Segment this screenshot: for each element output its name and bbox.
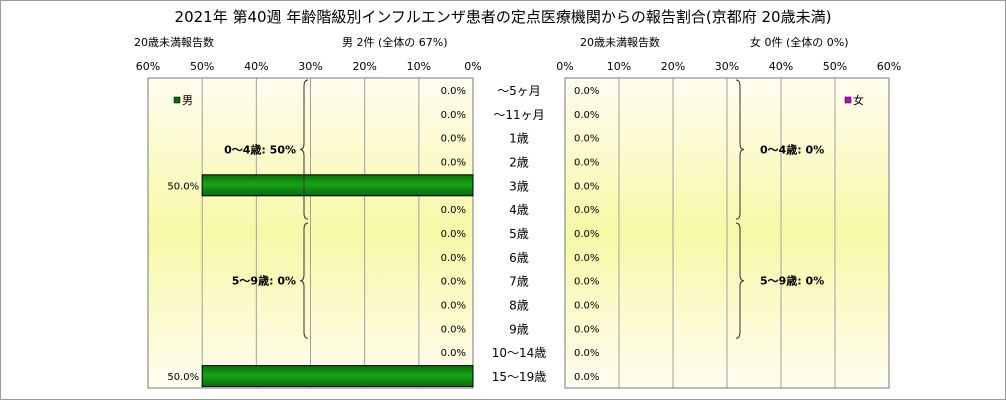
- male-subtitle: 男 2件 (全体の 67%): [342, 35, 448, 49]
- female-x-tick-label: 0%: [556, 60, 573, 73]
- female-data-label: 0.0%: [574, 324, 599, 335]
- female-age-group-label: 5〜9歳: 0%: [760, 274, 824, 288]
- female-legend-label: 女: [853, 93, 864, 107]
- female-age-group-bracket: [735, 79, 745, 220]
- female-x-tick-label: 60%: [877, 60, 901, 73]
- male-age-group-bracket: [299, 79, 309, 220]
- age-category-label: 5歳: [509, 227, 529, 241]
- age-category-label: 〜11ヶ月: [493, 108, 544, 122]
- female-data-label: 0.0%: [574, 301, 599, 312]
- female-age-group-bracket: [735, 222, 745, 339]
- male-data-label: 0.0%: [441, 277, 466, 288]
- female-x-tick-label: 10%: [607, 60, 631, 73]
- age-category-label: 1歳: [509, 132, 529, 146]
- male-data-label: 0.0%: [441, 253, 466, 264]
- male-data-label: 0.0%: [441, 205, 466, 216]
- female-age-group-label: 0〜4歳: 0%: [760, 143, 824, 157]
- female-data-label: 0.0%: [574, 253, 599, 264]
- male-legend-label: 男: [182, 94, 193, 107]
- male-age-group-bracket: [299, 222, 309, 339]
- age-category-label: 8歳: [509, 299, 529, 313]
- male-x-tick-label: 20%: [352, 60, 376, 73]
- female-legend-marker: [844, 96, 852, 104]
- age-category-label: 2歳: [509, 155, 529, 169]
- male-legend-marker: [173, 96, 181, 104]
- male-plot-border: [147, 77, 474, 389]
- male-x-tick-label: 50%: [190, 60, 214, 73]
- male-data-label: 0.0%: [441, 157, 466, 168]
- female-data-label: 0.0%: [574, 181, 599, 192]
- age-category-label: 7歳: [509, 275, 529, 289]
- female-subtitle: 女 0件 (全体の 0%): [750, 35, 849, 49]
- male-x-tick-label: 60%: [136, 60, 160, 73]
- male-data-label: 0.0%: [441, 229, 466, 240]
- female-data-label: 0.0%: [574, 110, 599, 121]
- age-category-label: 3歳: [509, 179, 529, 193]
- female-data-label: 0.0%: [574, 277, 599, 288]
- male-x-tick-label: 10%: [407, 60, 431, 73]
- male-bar: [201, 174, 474, 197]
- female-count-label: 20歳未満報告数: [580, 36, 660, 49]
- age-category-label: 4歳: [509, 203, 529, 217]
- age-category-label: 6歳: [509, 251, 529, 265]
- male-data-label: 0.0%: [441, 86, 466, 97]
- male-x-tick-label: 0%: [464, 60, 481, 73]
- male-bar: [201, 365, 474, 388]
- female-data-label: 0.0%: [574, 134, 599, 145]
- age-category-label: 15〜19歳: [492, 370, 547, 384]
- male-data-label: 0.0%: [441, 324, 466, 335]
- male-data-label: 50.0%: [167, 372, 199, 383]
- male-data-label: 0.0%: [441, 348, 466, 359]
- age-category-label: 〜5ヶ月: [497, 84, 541, 98]
- female-data-label: 0.0%: [574, 229, 599, 240]
- female-data-label: 0.0%: [574, 205, 599, 216]
- chart-marks: 60% 50% 40% 30% 20% 10% 0% 0.0% 0.0% 0.0% 0.0% 50.0…: [136, 60, 901, 389]
- age-category-label: 10〜14歳: [492, 346, 547, 360]
- male-age-group-label: 0〜4歳: 50%: [224, 143, 296, 157]
- female-data-label: 0.0%: [574, 86, 599, 97]
- male-count-label: 20歳未満報告数: [134, 36, 214, 49]
- female-data-label: 0.0%: [574, 372, 599, 383]
- male-x-tick-label: 40%: [244, 60, 268, 73]
- female-x-tick-label: 40%: [769, 60, 793, 73]
- male-age-group-label: 5〜9歳: 0%: [232, 274, 296, 288]
- female-x-tick-label: 30%: [715, 60, 739, 73]
- chart-title: 2021年 第40週 年齢階級別インフルエンザ患者の定点医療機関からの報告割合(…: [175, 8, 832, 26]
- male-x-tick-label: 30%: [298, 60, 322, 73]
- age-category-label: 9歳: [509, 322, 529, 336]
- female-plot-border: [564, 77, 890, 389]
- female-data-label: 0.0%: [574, 157, 599, 168]
- male-data-label: 0.0%: [441, 301, 466, 312]
- male-data-label: 0.0%: [441, 134, 466, 145]
- female-x-tick-label: 20%: [661, 60, 685, 73]
- male-data-label: 50.0%: [167, 181, 199, 192]
- female-x-tick-label: 50%: [823, 60, 847, 73]
- female-data-label: 0.0%: [574, 348, 599, 359]
- male-data-label: 0.0%: [441, 110, 466, 121]
